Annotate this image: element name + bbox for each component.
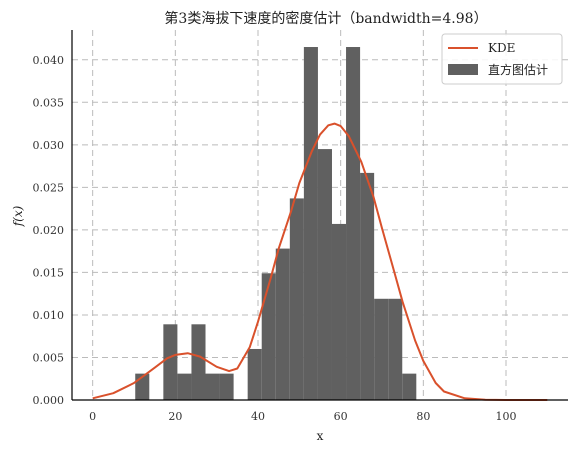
histogram-bar bbox=[247, 348, 262, 400]
chart-title: 第3类海拔下速度的密度估计（bandwidth=4.98） bbox=[164, 10, 487, 27]
histogram-bar bbox=[289, 198, 304, 400]
legend-histogram-swatch bbox=[448, 64, 478, 75]
y-tick-label: 0.040 bbox=[33, 54, 65, 67]
x-axis-label: x bbox=[317, 429, 324, 443]
histogram-bar bbox=[388, 298, 403, 400]
x-tick-label: 0 bbox=[89, 410, 96, 423]
histogram-bar bbox=[402, 373, 417, 400]
legend: KDE 直方图估计 bbox=[441, 33, 563, 85]
histogram-bar bbox=[317, 149, 332, 400]
x-tick-label: 40 bbox=[251, 410, 265, 423]
histogram-bar bbox=[205, 373, 220, 400]
histogram-bar bbox=[191, 324, 206, 400]
y-tick-label: 0.000 bbox=[33, 394, 65, 407]
y-tick-label: 0.025 bbox=[33, 181, 65, 194]
y-tick-label: 0.010 bbox=[33, 309, 65, 322]
histogram-bar bbox=[275, 248, 290, 400]
histogram-bar bbox=[346, 47, 361, 400]
histogram-bar bbox=[303, 47, 318, 400]
histogram-bar bbox=[374, 298, 389, 400]
y-tick-label: 0.030 bbox=[33, 139, 65, 152]
histogram-bars bbox=[135, 47, 417, 400]
tick-labels: 0 20 40 60 80 100 0.000 0.005 0.010 0.015 0.020 0.0… bbox=[33, 54, 517, 423]
x-tick-label: 80 bbox=[416, 410, 430, 423]
kde-line bbox=[92, 122, 548, 401]
y-tick-label: 0.015 bbox=[33, 266, 65, 279]
histogram-bar bbox=[219, 373, 234, 400]
y-tick-label: 0.005 bbox=[33, 351, 65, 364]
x-tick-label: 20 bbox=[168, 410, 182, 423]
y-tick-label: 0.035 bbox=[33, 96, 65, 109]
histogram-bar bbox=[163, 324, 178, 400]
legend-histogram-label: 直方图估计 bbox=[488, 62, 548, 77]
histogram-bar bbox=[177, 373, 192, 400]
y-tick-label: 0.020 bbox=[33, 224, 65, 237]
y-axis-label: f(x) bbox=[11, 205, 25, 227]
kde-line-group bbox=[92, 122, 548, 401]
x-tick-label: 100 bbox=[496, 410, 517, 423]
x-tick-label: 60 bbox=[334, 410, 348, 423]
histogram-bar bbox=[360, 172, 375, 400]
axes bbox=[71, 30, 568, 401]
histogram-bar bbox=[261, 273, 276, 400]
histogram-bar bbox=[331, 223, 347, 400]
legend-kde-label: KDE bbox=[488, 41, 515, 55]
